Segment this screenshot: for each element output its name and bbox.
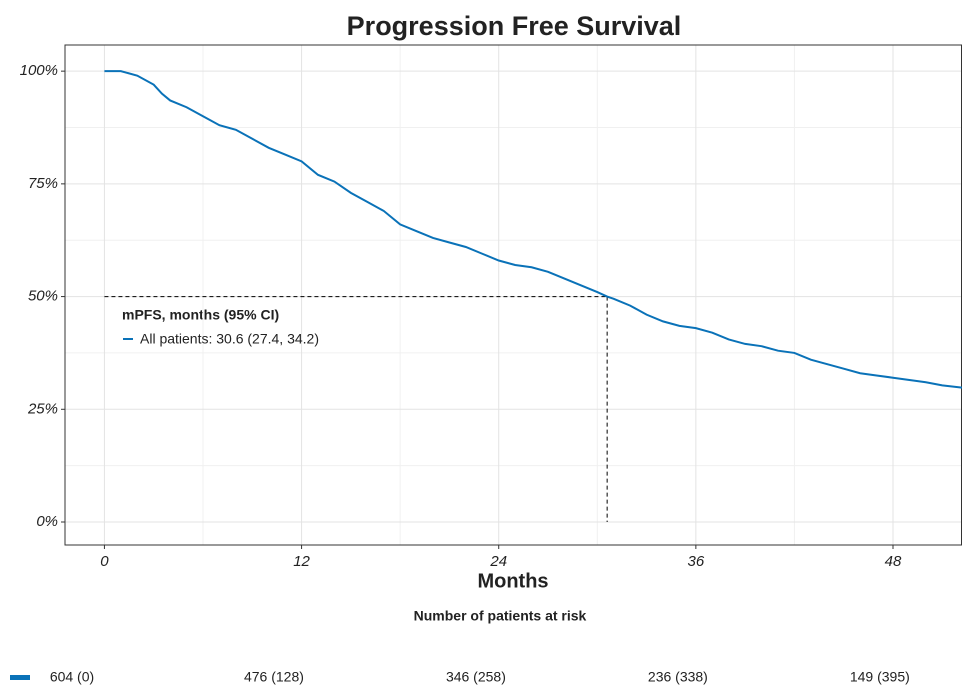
legend-label: All patients: 30.6 (27.4, 34.2) xyxy=(140,331,319,347)
x-tick-label: 24 xyxy=(489,553,507,570)
y-tick-label: 0% xyxy=(36,513,58,530)
chart-title: Progression Free Survival xyxy=(347,11,682,41)
survival-curve xyxy=(104,70,962,389)
x-tick-label: 48 xyxy=(885,553,902,570)
risk-count: 604 (0) xyxy=(50,669,94,685)
risk-table-title: Number of patients at risk xyxy=(414,608,587,624)
legend-title: mPFS, months (95% CI) xyxy=(122,307,279,323)
risk-count: 236 (338) xyxy=(648,669,708,685)
y-tick-label: 100% xyxy=(20,62,58,79)
x-tick-label: 0 xyxy=(100,553,109,570)
x-tick-label: 12 xyxy=(293,553,310,570)
risk-count: 476 (128) xyxy=(244,669,304,685)
y-tick-label: 75% xyxy=(28,175,58,192)
risk-count: 346 (258) xyxy=(446,669,506,685)
y-tick-label: 50% xyxy=(28,288,58,305)
y-tick-label: 25% xyxy=(27,400,58,417)
x-tick-label: 36 xyxy=(688,553,705,570)
risk-count: 149 (395) xyxy=(850,669,910,685)
plot-border xyxy=(64,44,962,546)
risk-swatch xyxy=(10,675,30,680)
x-axis-label: Months xyxy=(477,570,548,592)
